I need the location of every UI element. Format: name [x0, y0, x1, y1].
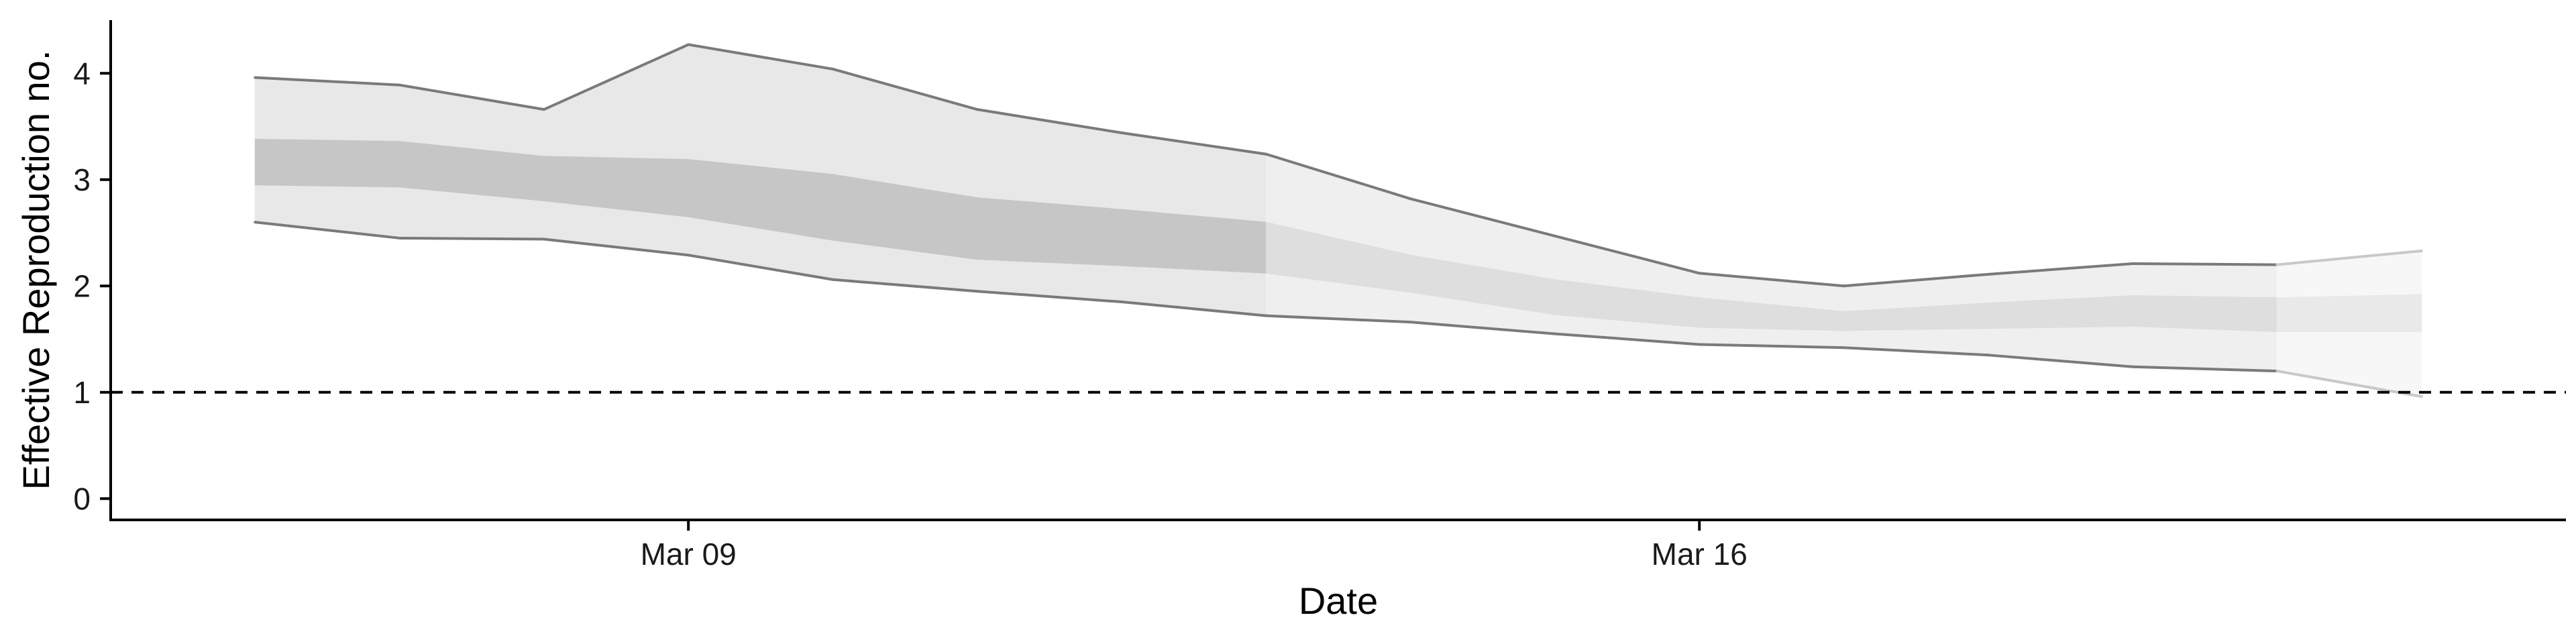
inner-band-segment: [2276, 294, 2422, 332]
x-tick-label: Mar 09: [641, 537, 737, 572]
lower-bound-line: [2275, 370, 2423, 398]
upper-bound-line: [1986, 262, 2135, 276]
interval-bound-lines: [254, 43, 2423, 398]
lower-bound-line: [2131, 365, 2279, 373]
x-tick-label: Mar 16: [1652, 537, 1748, 572]
inner-band-segment: [977, 197, 1122, 266]
lower-bound-line: [398, 236, 545, 241]
upper-bound-line: [2131, 262, 2279, 266]
upper-bound-line: [254, 76, 401, 87]
lower-bound-line: [1265, 314, 1412, 324]
lower-bound-line: [542, 237, 690, 257]
upper-bound-line: [2275, 249, 2423, 266]
y-axis-ticks: 0 1 2 3 4: [73, 56, 111, 516]
x-axis-ticks: Mar 09 Mar 16: [641, 520, 1748, 572]
upper-bound-line: [831, 67, 979, 111]
upper-bound-line: [1409, 197, 1556, 237]
y-tick-label: 1: [73, 375, 91, 410]
lower-bound-line: [831, 278, 979, 293]
upper-bound-line: [687, 43, 835, 70]
upper-bound-line: [398, 83, 545, 111]
upper-bound-line: [1265, 152, 1412, 201]
lower-bound-line: [1986, 354, 2135, 368]
lower-bound-line: [1409, 321, 1556, 335]
inner-band-segment: [254, 139, 400, 188]
credible-interval-bands: [254, 44, 2422, 397]
lower-bound-line: [975, 290, 1124, 304]
upper-bound-line: [1698, 272, 1845, 288]
lower-bound-line: [1842, 346, 1990, 357]
y-axis-title: Effective Reproduction no.: [15, 50, 57, 490]
upper-bound-line: [975, 108, 1124, 135]
lower-bound-line: [687, 254, 835, 281]
upper-bound-line: [542, 43, 690, 111]
y-tick-label: 4: [73, 56, 91, 91]
y-tick-label: 2: [73, 268, 91, 303]
y-tick-label: 3: [73, 162, 91, 197]
x-axis-title: Date: [1299, 580, 1378, 622]
lower-bound-line: [1698, 343, 1845, 350]
lower-bound-line: [1553, 332, 1701, 346]
inner-band-segment: [2132, 295, 2277, 332]
upper-bound-line: [1120, 131, 1268, 156]
lower-bound-line: [1120, 301, 1268, 317]
upper-bound-line: [1553, 234, 1701, 275]
y-tick-label: 0: [73, 481, 91, 516]
upper-bound-line: [1842, 272, 1990, 288]
lower-bound-line: [254, 221, 401, 239]
